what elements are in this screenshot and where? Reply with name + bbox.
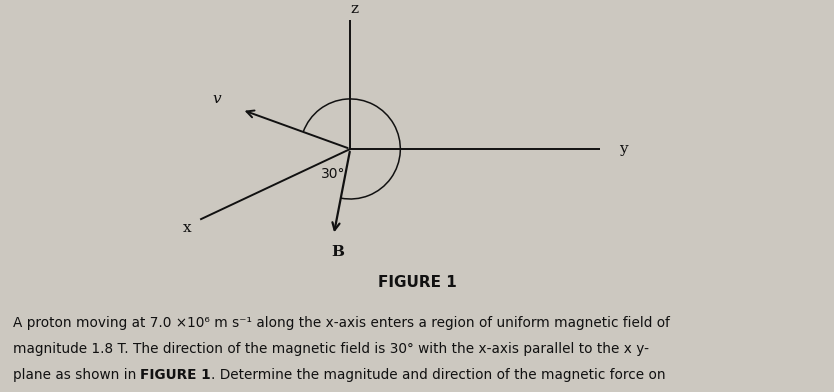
Text: plane as shown in: plane as shown in <box>13 368 140 382</box>
Text: x: x <box>183 221 192 236</box>
Text: z: z <box>350 2 359 16</box>
Text: FIGURE 1: FIGURE 1 <box>378 275 456 290</box>
Text: FIGURE 1: FIGURE 1 <box>140 368 211 382</box>
Text: A proton moving at 7.0 ×10⁶ m s⁻¹ along the x-axis enters a region of uniform ma: A proton moving at 7.0 ×10⁶ m s⁻¹ along … <box>13 316 670 330</box>
Text: y: y <box>619 142 627 156</box>
Text: magnitude 1.8 T. The direction of the magnetic field is 30° with the x-axis para: magnitude 1.8 T. The direction of the ma… <box>13 342 649 356</box>
Text: v: v <box>213 92 221 106</box>
Text: 30°: 30° <box>321 167 345 181</box>
Text: B: B <box>331 245 344 259</box>
Text: . Determine the magnitude and direction of the magnetic force on: . Determine the magnitude and direction … <box>211 368 666 382</box>
